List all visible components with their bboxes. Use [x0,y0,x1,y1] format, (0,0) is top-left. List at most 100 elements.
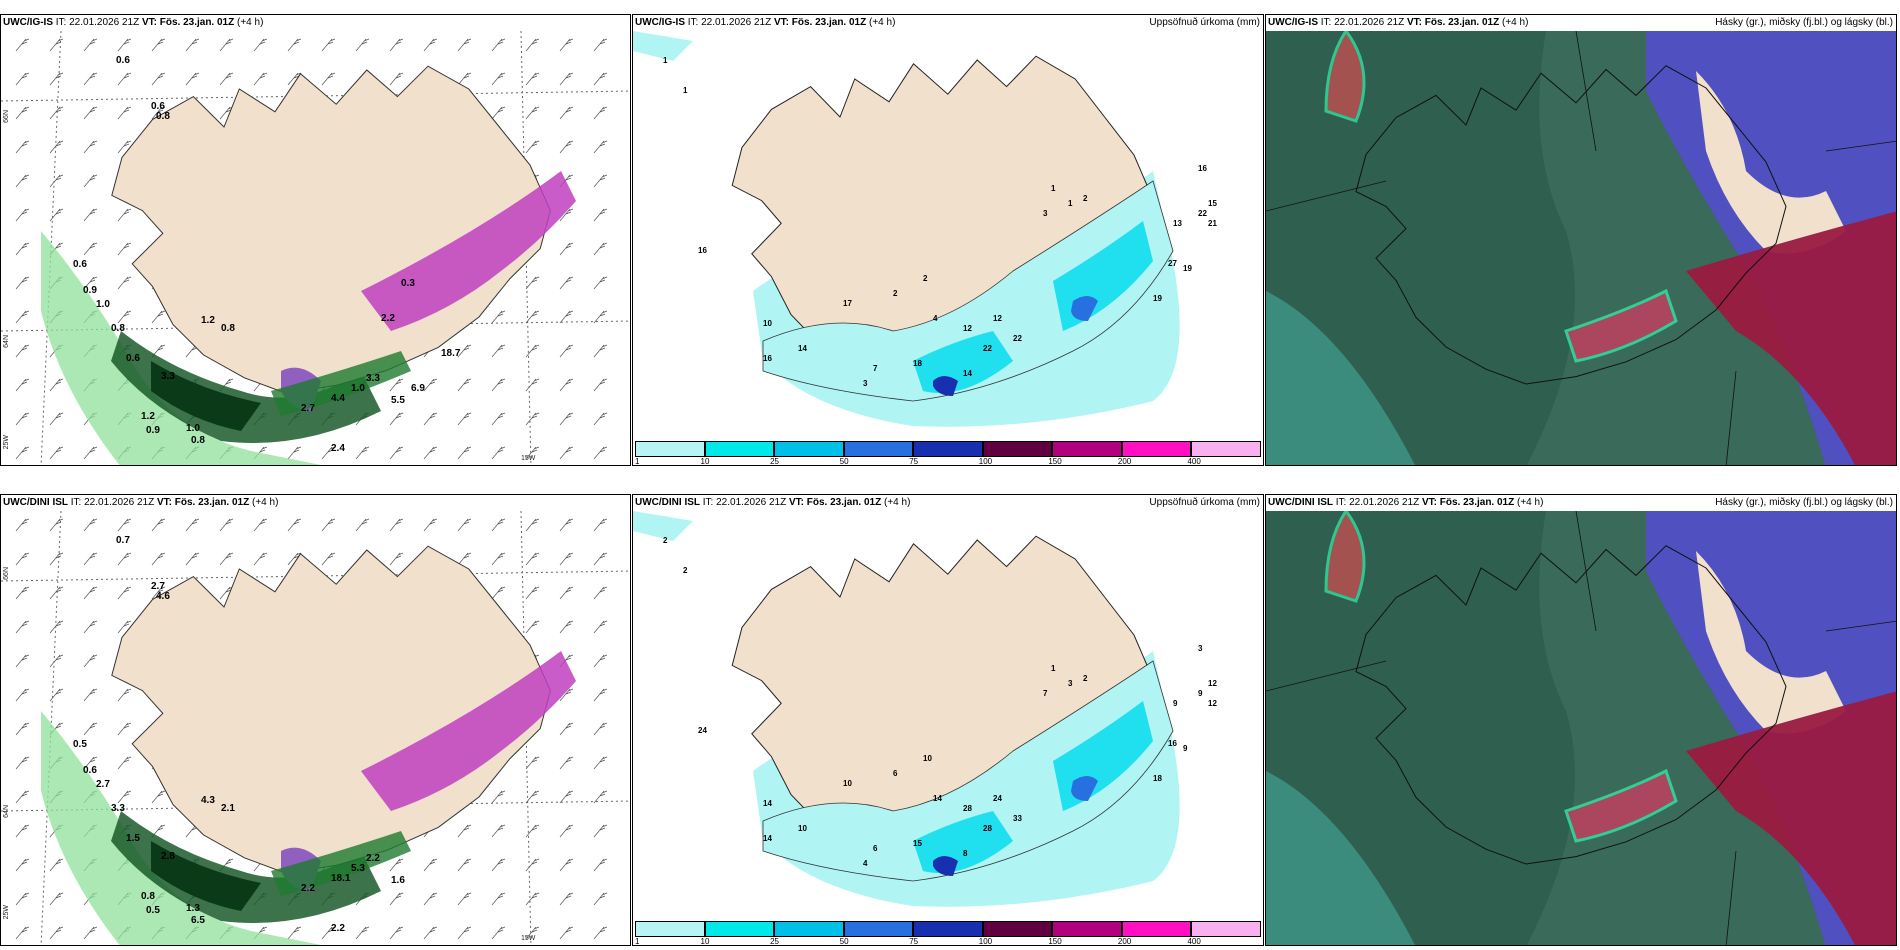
precip-value-label: 24 [993,794,1002,803]
precip-shading [933,376,958,396]
precip-value-label: 12 [993,314,1002,323]
snow-value-label: 1.0 [96,299,110,310]
snow-value-label: 0.9 [83,285,97,296]
cloud-title: Hásky (gr.), miðsky (fj.bl.) og lágsky (… [1715,17,1893,28]
snow-value-label: 2.1 [221,803,235,814]
precip-value-label: 28 [963,804,972,813]
precip-value-label: 4 [933,314,938,323]
colorbar-swatch [1052,441,1122,457]
snow-value-label: 0.3 [401,278,415,289]
snow-value-label: 0.8 [141,891,155,902]
colorbar-tick-label: 100 [978,457,993,466]
precip-value-label: 10 [763,319,772,328]
precip-value-label: 12 [1208,699,1217,708]
precip-shading [933,856,958,876]
panel-cloud-ig: UWC/IG-IS IT: 22.01.2026 21Z VT: Fös. 23… [1265,14,1897,466]
colorbar-tick-label: 200 [1117,937,1132,946]
colorbar-swatch [635,921,705,937]
colorbar-swatch [1191,921,1261,937]
precip-value-label: 2 [893,289,898,298]
precip-value-label: 12 [963,324,972,333]
lat-label: 64N [3,335,10,348]
precip-value-label: 1 [1051,664,1056,673]
snow-value-label: 5.5 [391,395,405,406]
lon-label: 25W [3,435,10,450]
colorbar-tick-label: 100 [978,937,993,946]
snow-value-label: 18.1 [331,873,351,884]
precip-shading [1071,776,1098,801]
snow-value-label: 2.4 [331,443,345,454]
snow-value-label: 3.3 [111,803,125,814]
panel-title: UWC/IG-IS IT: 22.01.2026 21Z VT: Fös. 23… [635,17,896,28]
colorbar-swatch [704,921,775,937]
precip-value-label: 15 [913,839,922,848]
snow-value-label: 1.2 [201,315,215,326]
graticule-line [1266,511,1896,945]
lat-label: 64N [3,805,10,818]
snow-value-label: 3.3 [161,371,175,382]
cloud-high-band [1564,768,1678,843]
precip-map: 1116171416103718142212224122231121613222… [633,31,1217,427]
snow-shading [111,331,381,443]
snow-shading [41,711,321,945]
snow-heavy-band [361,651,576,811]
colorbar-swatch [774,921,844,937]
precip-value-label: 14 [963,369,972,378]
snow-value-label: 5.3 [351,863,365,874]
snow-shading [271,351,411,416]
precip-value-label: 6 [873,844,878,853]
precip-map: 2224101014144615828243314281067132399129… [633,511,1217,907]
precip-value-label: 21 [1208,219,1217,228]
colorbar-tick-label: 10 [700,937,710,946]
panel-precip-dini: UWC/DINI ISL IT: 22.01.2026 21Z VT: Fös.… [632,494,1264,946]
precip-value-label: 16 [1168,739,1177,748]
precip-value-label: 18 [1153,774,1162,783]
precip-colorbar: 1 10 25 50 75 100 150 200 400 [635,441,1261,466]
precip-value-label: 28 [983,824,992,833]
cloud-high-band [1324,511,1366,603]
cloud-shading [1266,771,1415,945]
precip-value-label: 2 [663,536,668,545]
precip-shading [762,660,1174,882]
snow-value-label: 1.3 [186,903,200,914]
colorbar-tick-label: 400 [1187,937,1201,946]
colorbar-swatch [982,921,1053,937]
panel-precip-ig: UWC/IG-IS IT: 22.01.2026 21Z VT: Fös. 23… [632,14,1264,466]
colorbar-tick-label: 400 [1187,457,1201,466]
colorbar-swatch [982,441,1053,457]
snow-shading [151,361,261,431]
snow-map: 0.72.74.60.50.62.73.31.52.80.80.5 1.36.54… [1,511,630,945]
snow-value-label: 0.6 [73,259,87,270]
snow-value-label: 2.7 [151,581,165,592]
precip-value-label: 6 [893,769,898,778]
precip-value-label: 4 [863,859,868,868]
lat-label: 66N [3,110,10,123]
panel-title: UWC/DINI ISL IT: 22.01.2026 21Z VT: Fös.… [635,497,911,508]
precip-value-label: 2 [923,274,928,283]
precip-value-label: 9 [1198,689,1203,698]
precip-value-label: 1 [663,56,668,65]
panel-title: UWC/DINI ISL IT: 22.01.2026 21Z VT: Fös.… [3,497,279,508]
snow-heavy-band [361,171,576,331]
precip-value-label: 13 [1173,219,1182,228]
colorbar-tick-label: 1 [635,937,640,946]
precip-value-label: 2 [1083,674,1088,683]
precip-value-label: 27 [1168,259,1177,268]
cloud-title: Hásky (gr.), miðsky (fj.bl.) og lágsky (… [1715,497,1893,508]
colorbar-swatch [1052,921,1122,937]
precip-value-label: 22 [1198,209,1207,218]
precip-value-label: 3 [1043,209,1048,218]
snow-value-label: 0.6 [83,765,97,776]
snow-map: 0.60.60.80.60.91.00.80.63.31.20.9 1.00.81… [1,31,630,465]
snow-shading [111,811,381,923]
cloud-high-band [1564,288,1678,363]
snow-value-label: 0.5 [146,905,160,916]
precip-value-label: 17 [843,299,852,308]
precip-value-label: 9 [1173,699,1178,708]
snow-value-label: 2.7 [301,403,315,414]
snow-value-label: 1.5 [126,833,140,844]
precip-title: Uppsöfnuð úrkoma (mm) [1149,17,1260,28]
cloud-map [1266,511,1896,945]
precip-value-label: 14 [763,799,772,808]
snow-value-label: 18.7 [441,348,461,359]
